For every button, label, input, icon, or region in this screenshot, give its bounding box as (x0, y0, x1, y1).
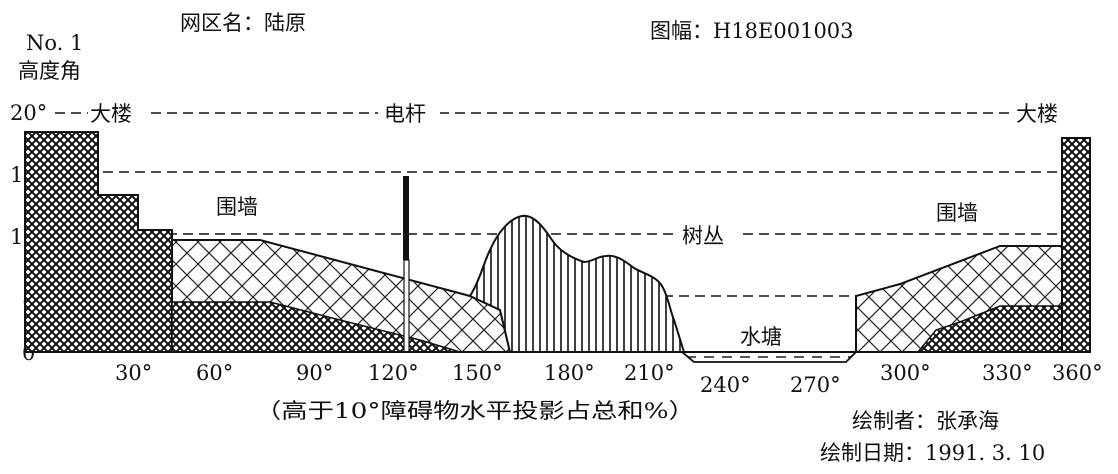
pond-shape (679, 351, 859, 363)
label-building-left: 大楼 (90, 102, 132, 126)
x-tick-30: 30° (115, 361, 152, 385)
x-tick-270: 270° (790, 373, 841, 397)
station-number: No. 1 (26, 31, 83, 55)
label-wall-left: 围墙 (216, 195, 258, 219)
x-tick-180: 180° (544, 361, 595, 385)
x-tick-210: 210° (624, 361, 675, 385)
label-pond: 水塘 (740, 325, 782, 349)
label-wall-right: 围墙 (936, 201, 978, 225)
pole-lower (403, 259, 410, 353)
caption: （高于10°障碍物水平投影占总和%） (255, 399, 695, 423)
trees-shape (468, 214, 686, 353)
label-pole: 电杆 (384, 102, 426, 126)
label-building-right: 大楼 (1016, 102, 1058, 126)
label-trees: 树丛 (682, 224, 724, 248)
y-tick-20: 20° (10, 101, 47, 125)
building-left-shape (24, 131, 173, 353)
x-tick-150: 150° (452, 361, 503, 385)
x-tick-60: 60° (196, 361, 233, 385)
x-tick-120: 120° (368, 361, 419, 385)
grid-area-title: 网区名：陆原 (180, 11, 306, 35)
author: 绘制者：张承海 (852, 409, 999, 433)
y-axis-title: 高度角 (18, 59, 81, 83)
x-tick-330: 330° (982, 361, 1033, 385)
building-right-shape (1061, 137, 1091, 353)
x-tick-360: 360° (1052, 361, 1103, 385)
map-sheet-title: 图幅：H18E001003 (650, 19, 854, 43)
x-tick-300: 300° (880, 361, 931, 385)
pole-upper (403, 176, 409, 260)
x-tick-240: 240° (700, 373, 751, 397)
drawing-date: 绘制日期：1991. 3. 10 (820, 441, 1045, 465)
x-tick-90: 90° (296, 361, 333, 385)
